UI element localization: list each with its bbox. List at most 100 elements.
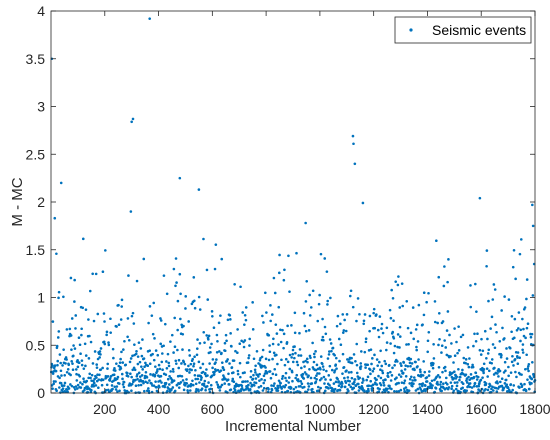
data-point xyxy=(427,330,431,334)
data-point xyxy=(349,289,353,293)
data-point xyxy=(242,345,246,349)
data-point xyxy=(243,339,247,342)
data-point xyxy=(381,331,385,335)
data-point xyxy=(196,338,199,341)
data-point xyxy=(410,362,414,365)
data-point xyxy=(207,334,211,338)
data-point xyxy=(389,316,393,320)
data-point xyxy=(357,389,361,392)
data-point xyxy=(309,306,313,309)
data-point xyxy=(66,390,69,394)
data-point xyxy=(219,314,222,317)
data-point xyxy=(414,378,417,382)
data-point xyxy=(337,384,341,388)
data-point xyxy=(439,380,443,384)
data-point xyxy=(56,359,60,363)
data-point xyxy=(75,372,78,376)
data-point xyxy=(364,366,367,369)
data-point xyxy=(279,381,282,385)
data-point xyxy=(353,378,357,381)
data-point xyxy=(526,364,530,368)
data-point xyxy=(115,325,118,328)
data-point xyxy=(416,387,420,391)
x-tick-label: 200 xyxy=(93,401,117,417)
data-point xyxy=(369,348,373,351)
data-point xyxy=(101,378,105,382)
x-axis-label: Incremental Number xyxy=(225,418,361,435)
data-point xyxy=(244,380,247,383)
data-point xyxy=(385,326,389,330)
data-point xyxy=(137,384,140,387)
data-point xyxy=(398,325,402,329)
data-point xyxy=(86,385,89,389)
data-point xyxy=(71,362,74,365)
data-point xyxy=(236,328,239,331)
data-point xyxy=(148,362,152,365)
data-point xyxy=(414,389,418,392)
data-point xyxy=(158,385,161,389)
data-point xyxy=(211,366,214,370)
data-point xyxy=(391,297,395,300)
data-point xyxy=(258,379,261,383)
data-point xyxy=(375,378,378,381)
data-point xyxy=(69,334,73,337)
data-point xyxy=(147,321,150,325)
data-point xyxy=(357,382,360,386)
data-point xyxy=(404,386,408,389)
data-point xyxy=(333,387,337,391)
data-point xyxy=(321,365,325,368)
data-point xyxy=(80,359,84,362)
data-point xyxy=(305,280,309,283)
data-point xyxy=(107,343,111,347)
data-point xyxy=(59,369,63,373)
data-point xyxy=(151,332,155,336)
data-point xyxy=(511,265,515,269)
data-point xyxy=(174,359,178,363)
data-point xyxy=(326,303,329,306)
data-point xyxy=(361,386,364,390)
data-point xyxy=(171,367,175,371)
data-point xyxy=(362,319,366,323)
data-point xyxy=(169,340,172,343)
data-point xyxy=(73,278,76,282)
data-point xyxy=(356,297,360,300)
data-point xyxy=(73,388,77,391)
data-point xyxy=(136,377,139,381)
data-point xyxy=(286,389,290,393)
data-point xyxy=(437,366,441,369)
data-point xyxy=(165,360,168,363)
data-point xyxy=(525,278,529,281)
data-point xyxy=(306,382,310,385)
data-point xyxy=(173,316,176,320)
data-point xyxy=(260,355,264,359)
data-point xyxy=(64,362,67,365)
data-point xyxy=(347,371,351,374)
data-point xyxy=(281,328,284,332)
data-point xyxy=(130,389,133,393)
data-point xyxy=(199,366,202,370)
data-point xyxy=(272,276,276,280)
data-point xyxy=(303,324,307,328)
data-point xyxy=(182,360,186,364)
data-point xyxy=(447,386,451,389)
data-point xyxy=(400,381,404,384)
data-point xyxy=(430,379,434,383)
data-point xyxy=(505,383,509,387)
data-point xyxy=(482,362,486,366)
data-point xyxy=(238,342,242,346)
data-point xyxy=(187,364,190,368)
data-point xyxy=(52,382,55,386)
data-point xyxy=(317,389,321,393)
data-point xyxy=(197,295,201,299)
data-point xyxy=(497,375,500,378)
data-point xyxy=(367,384,371,388)
data-point xyxy=(366,387,370,391)
data-point xyxy=(194,377,197,381)
data-point xyxy=(301,372,305,376)
data-point xyxy=(385,341,389,344)
data-point xyxy=(493,366,496,370)
data-point xyxy=(418,368,422,371)
data-point xyxy=(322,338,325,342)
data-point xyxy=(379,376,383,380)
data-point xyxy=(280,387,284,390)
